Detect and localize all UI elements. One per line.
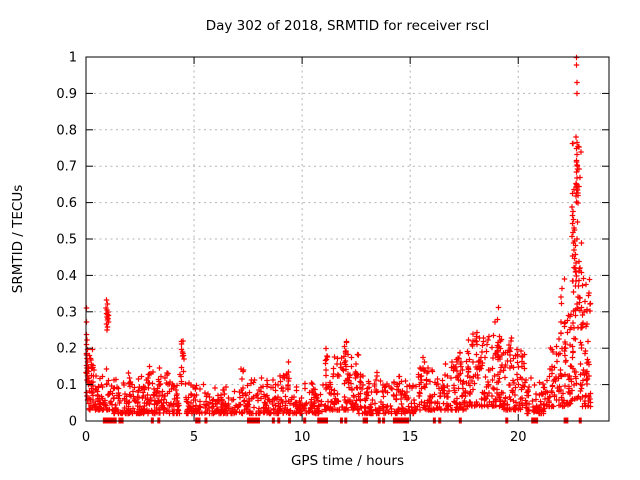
y-tick-label: 0.9 xyxy=(56,87,77,102)
y-tick-label: 0.8 xyxy=(56,123,77,138)
x-tick-label: 5 xyxy=(190,430,198,445)
x-tick-label: 20 xyxy=(510,430,527,445)
y-tick-label: 0.5 xyxy=(56,233,77,248)
y-tick-label: 0.2 xyxy=(56,342,77,357)
y-tick-label: 1 xyxy=(69,51,77,66)
data-points xyxy=(83,54,594,424)
y-axis-label: SRMTID / TECUs xyxy=(10,185,26,293)
x-axis-label: GPS time / hours xyxy=(291,453,404,469)
x-tick-label: 15 xyxy=(402,430,419,445)
y-tick-label: 0.1 xyxy=(56,378,77,393)
y-tick-label: 0.7 xyxy=(56,160,77,175)
chart-title: Day 302 of 2018, SRMTID for receiver rsc… xyxy=(206,18,490,34)
tick-labels: 00.10.20.30.40.50.60.70.80.910 5 10 15 20 xyxy=(56,51,526,446)
x-tick-label: 0 xyxy=(82,430,90,445)
scatter-points xyxy=(83,54,594,417)
y-tick-label: 0.6 xyxy=(56,196,77,211)
y-tick-label: 0 xyxy=(69,415,77,430)
axes xyxy=(85,56,610,422)
x-tick-label: 10 xyxy=(294,430,311,445)
y-tick-label: 0.4 xyxy=(56,269,77,284)
y-tick-label: 0.3 xyxy=(56,305,77,320)
gridlines xyxy=(94,65,601,413)
